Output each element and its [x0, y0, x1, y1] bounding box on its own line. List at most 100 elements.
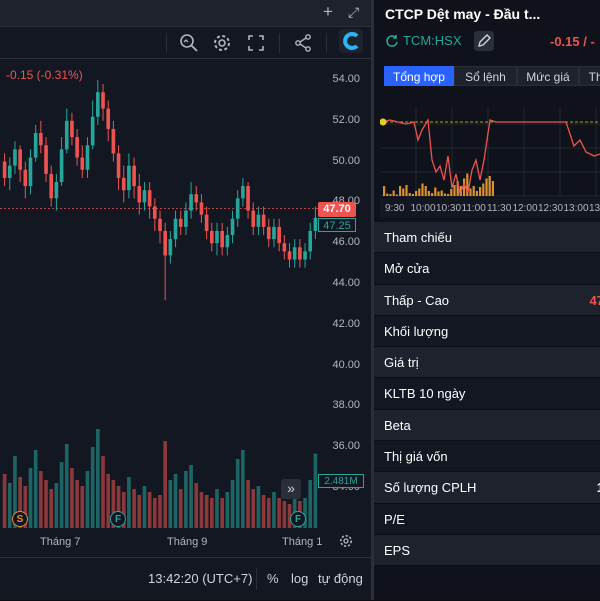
fullscreen-icon[interactable] — [245, 32, 267, 54]
share-icon[interactable] — [292, 32, 314, 54]
intraday-mini-chart[interactable]: 9:30 10:00 10:30 11:00 11:30 12:00 12:30 13:00 1… — [380, 100, 600, 218]
candle-body — [137, 186, 142, 203]
volume-bar — [59, 462, 64, 528]
time-label: 13:00 — [564, 203, 589, 214]
mini-volume-bar — [450, 189, 453, 196]
volume-bar — [54, 483, 59, 528]
close-price-badge: 47.25 — [318, 218, 356, 232]
mini-volume-bar — [463, 178, 466, 196]
volume-bar — [209, 498, 214, 528]
mini-volume-bar — [447, 194, 450, 196]
log-toggle[interactable]: log — [291, 571, 309, 586]
candle-body — [132, 165, 136, 187]
stat-row: Tham chiếu — [374, 222, 600, 254]
intraday-price-line — [381, 117, 600, 197]
chart-panel[interactable]: + ⤢ -0.15 (-0.31%) 54.0052.0050.0048.004… — [0, 0, 371, 600]
stat-value: 47.20 — [589, 292, 600, 308]
tab-price-levels[interactable]: Mức giá — [517, 66, 579, 86]
edit-button[interactable] — [474, 31, 494, 51]
candle-body — [28, 157, 33, 187]
zoom-icon[interactable] — [178, 32, 200, 54]
auto-scale-toggle[interactable]: tự động — [318, 571, 363, 586]
expand-icon[interactable]: ⤢ — [348, 4, 360, 20]
candle-body — [303, 251, 307, 260]
tab-summary[interactable]: Tổng hợp — [384, 66, 454, 86]
percent-toggle[interactable]: % — [267, 571, 279, 586]
ticker-symbol: TCM:HSX — [403, 33, 462, 48]
price-tick-label: 40.00 — [332, 358, 360, 371]
volume-bar — [272, 492, 276, 528]
candle-body — [158, 218, 162, 231]
stats-table: Tham chiếu Mở cửa Thấp - Cao 47.20 Khối lượn… — [374, 222, 600, 567]
volume-bar — [303, 498, 307, 528]
x-axis-label: Tháng 9 — [167, 536, 208, 548]
panel-divider[interactable] — [371, 0, 374, 600]
volume-bar — [2, 474, 7, 528]
volume-bar — [44, 480, 48, 528]
stat-row: Số lượng CPLH 101, — [374, 472, 600, 504]
volume-bar — [282, 501, 287, 528]
candle-body — [215, 230, 219, 244]
volume-badge: 2.481M — [318, 474, 364, 488]
volume-bar — [121, 492, 126, 528]
volume-bar — [178, 489, 183, 528]
candle-body — [85, 145, 90, 170]
candle-body — [220, 230, 224, 248]
volume-bar — [189, 465, 193, 528]
plus-icon[interactable]: + — [323, 2, 333, 21]
mini-volume-bar — [411, 194, 414, 196]
stat-row: Thị giá vốn4,8 — [374, 441, 600, 473]
candle-body — [80, 157, 85, 170]
time-label: 11:30 — [487, 203, 512, 214]
split-marker[interactable]: S — [12, 511, 28, 527]
price-tick-label: 42.00 — [332, 317, 360, 330]
candle-body — [313, 217, 318, 231]
pencil-icon — [478, 34, 491, 47]
volume-bar — [277, 498, 281, 528]
mini-volume-bar — [405, 185, 408, 196]
volume-bar — [220, 498, 224, 528]
mini-volume-bar — [469, 188, 472, 196]
candle-body — [256, 214, 261, 227]
refresh-icon[interactable] — [385, 34, 399, 48]
candle-body — [189, 194, 193, 211]
price-tick-label: 50.00 — [332, 154, 360, 167]
volume-bar — [49, 489, 54, 528]
volume-bar — [7, 483, 12, 528]
financial-marker[interactable]: F — [290, 511, 306, 527]
chart-toolbar — [0, 27, 371, 59]
volume-bar — [261, 495, 266, 528]
time-label: 10:30 — [436, 203, 461, 214]
scroll-right-button[interactable]: » — [281, 479, 301, 499]
volume-bar — [142, 486, 147, 528]
candle-body — [298, 247, 302, 260]
time-display[interactable]: 13:42:20 (UTC+7) — [148, 571, 253, 586]
bottom-divider — [256, 568, 257, 590]
volume-bar — [137, 495, 142, 528]
candle-body — [54, 182, 59, 199]
stat-label: Tham chiếu — [384, 230, 452, 245]
financial-marker[interactable]: F — [110, 511, 126, 527]
tab-statistics[interactable]: Thố — [579, 66, 600, 86]
volume-bar — [75, 480, 79, 528]
mini-volume-bar — [472, 186, 475, 196]
candle-body — [287, 251, 292, 260]
gear-icon[interactable] — [211, 32, 233, 54]
reference-dot — [380, 118, 387, 126]
candlestick-chart[interactable] — [0, 60, 320, 530]
candle-body — [225, 235, 230, 248]
axis-settings-icon[interactable] — [338, 533, 354, 549]
last-price-badge: 47.70 — [318, 202, 356, 217]
mini-volume-bar — [440, 190, 443, 196]
stat-row: Khối lượng7 — [374, 315, 600, 348]
volume-bar — [235, 459, 240, 528]
time-label: 12:00 — [513, 203, 538, 214]
stat-value: 101, — [597, 480, 600, 495]
time-label: 10:00 — [411, 203, 436, 214]
mini-volume-bar — [421, 183, 424, 196]
candle-body — [13, 149, 17, 166]
volume-bar — [90, 447, 95, 528]
mini-volume-bar — [395, 194, 398, 196]
brand-logo-icon[interactable] — [339, 29, 363, 53]
tab-order-book[interactable]: Sổ lệnh — [454, 66, 517, 86]
